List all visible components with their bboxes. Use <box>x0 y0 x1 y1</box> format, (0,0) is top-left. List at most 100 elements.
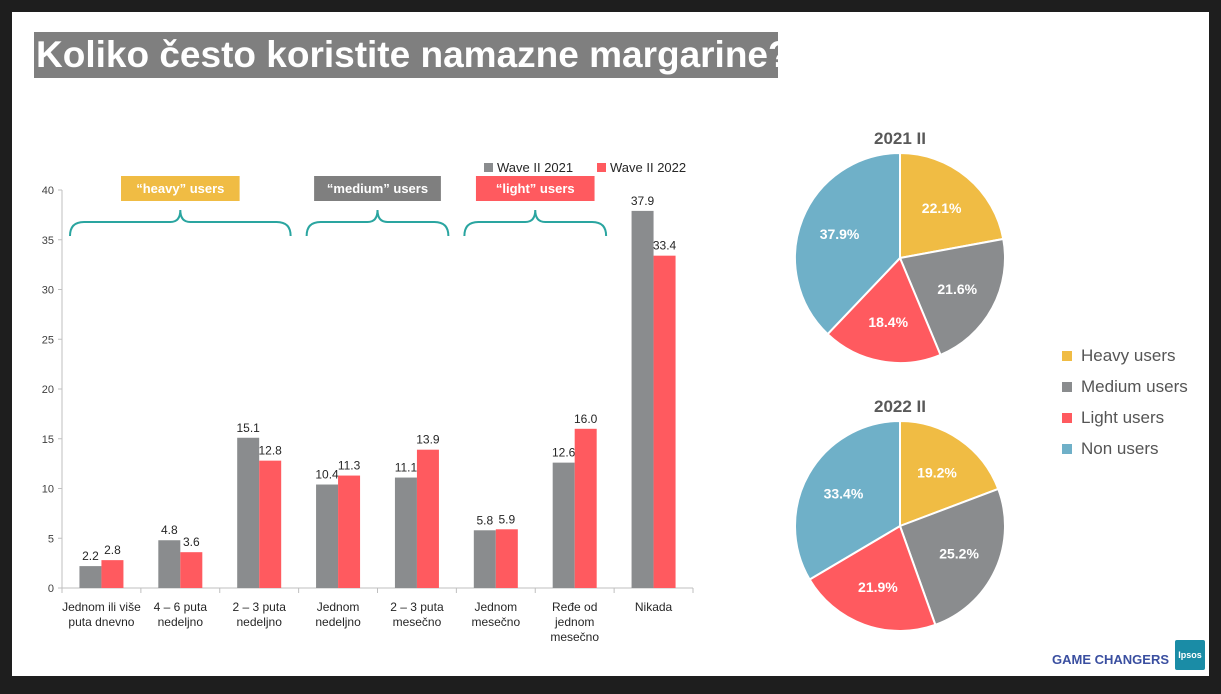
y-tick-label: 0 <box>48 583 54 595</box>
data-label: 11.1 <box>395 461 418 475</box>
bar-2022 <box>180 552 203 588</box>
group-badge-bg <box>475 176 595 201</box>
legend-item-heavy: Heavy users <box>1062 340 1188 371</box>
pie-slice <box>899 151 1005 260</box>
pie-data-label: 22.1% <box>922 200 962 216</box>
pie-slice <box>899 419 1000 528</box>
legend-item-non: Non users <box>1062 433 1188 464</box>
data-label: 12.8 <box>259 444 283 458</box>
x-tick-label-line: nedeljno <box>237 615 283 629</box>
x-tick-label-line: Ređe od <box>552 600 597 614</box>
legend-item-light: Light users <box>1062 402 1188 433</box>
y-tick-label: 10 <box>42 484 54 496</box>
series-legend-label: Wave II 2021 <box>497 160 573 175</box>
legend-item-medium: Medium users <box>1062 371 1188 402</box>
data-label: 4.8 <box>161 523 178 537</box>
data-label: 3.6 <box>183 535 200 549</box>
bar-2021 <box>394 477 417 588</box>
group-bracket <box>305 209 450 237</box>
data-label: 2.2 <box>82 549 99 563</box>
pie-data-label: 37.9% <box>820 226 860 242</box>
x-tick-label-line: Jednom <box>474 600 517 614</box>
x-tick-label-line: 4 – 6 puta <box>154 600 208 614</box>
y-tick-label: 15 <box>42 434 54 446</box>
bar-2022 <box>416 449 439 588</box>
series-legend-swatch <box>597 163 606 172</box>
pie-slice <box>794 419 901 581</box>
bar-2021 <box>237 437 260 588</box>
legend-swatch-light <box>1062 412 1072 423</box>
group-badge-bg <box>121 176 240 201</box>
pie-data-label: 25.2% <box>939 545 979 561</box>
data-label: 16.0 <box>574 412 598 426</box>
legend-swatch-heavy <box>1062 350 1072 361</box>
y-tick-label: 35 <box>42 235 54 247</box>
x-tick-label: Jednom nedeljno <box>315 600 361 629</box>
x-tick-label-line: jednom <box>554 615 594 629</box>
data-label: 5.9 <box>498 512 515 526</box>
legend-label-non: Non users <box>1081 438 1159 458</box>
x-tick-label-line: 2 – 3 puta <box>232 600 286 614</box>
data-label: 5.8 <box>476 513 493 527</box>
data-label: 10.4 <box>315 468 339 482</box>
series-legend-label: Wave II 2022 <box>610 160 686 175</box>
pie-data-label: 21.9% <box>858 579 898 595</box>
x-tick-label: Nikada <box>635 600 673 614</box>
x-tick-label: 2 – 3 puta mesečno <box>390 600 444 629</box>
x-tick-label: 4 – 6 puta nedeljno <box>154 600 208 629</box>
brand-text: GAME CHANGERS <box>1052 652 1170 667</box>
y-tick-label: 5 <box>48 533 54 545</box>
pie-chart-2021: 2021 II 22.1% 21.6% 18.4% 37.9% <box>794 129 1006 364</box>
bar-2021 <box>79 566 102 588</box>
bar-2021 <box>158 540 181 588</box>
bar-2021 <box>473 530 496 588</box>
data-label: 15.1 <box>237 421 261 435</box>
x-tick-label-line: Jednom ili više <box>62 600 141 614</box>
x-tick-label-line: Jednom <box>317 600 360 614</box>
pie-slice <box>794 151 901 336</box>
y-tick-label: 40 <box>42 185 54 197</box>
pie-data-label: 21.6% <box>937 281 977 297</box>
bar-2021 <box>316 484 339 588</box>
x-tick-label: Jednom ili više puta dnevno <box>62 600 141 629</box>
x-tick-label: 2 – 3 puta nedeljno <box>232 600 286 629</box>
pie-slice <box>826 256 942 364</box>
pie-title: 2022 II <box>874 397 926 416</box>
group-bracket <box>463 209 608 237</box>
pie-data-label: 33.4% <box>824 486 864 502</box>
data-label: 2.8 <box>104 543 121 557</box>
pie-slice <box>898 237 1006 357</box>
legend-label-heavy: Heavy users <box>1081 345 1176 365</box>
pie-title: 2021 II <box>874 129 926 148</box>
legend-swatch-non <box>1062 443 1072 454</box>
bar-2022 <box>338 475 361 588</box>
data-label: 37.9 <box>631 194 655 208</box>
legend-label-medium: Medium users <box>1081 376 1188 396</box>
x-tick-label: Ređe od jednom mesečno <box>550 600 599 642</box>
legend-swatch-medium <box>1062 381 1072 392</box>
bar-2022 <box>259 460 282 588</box>
x-tick-label-line: mesečno <box>550 630 599 642</box>
pie-slice <box>808 524 937 632</box>
x-tick-label-line: Nikada <box>635 600 673 614</box>
x-tick-label-line: puta dnevno <box>68 615 134 629</box>
y-tick-label: 25 <box>42 334 54 346</box>
bar-2022 <box>101 560 124 588</box>
bar-2022 <box>653 255 676 589</box>
data-label: 13.9 <box>416 433 440 447</box>
x-tick-label-line: mesečno <box>471 615 520 629</box>
x-tick-label-line: mesečno <box>393 615 442 629</box>
group-badge-bg <box>314 176 441 201</box>
x-tick-label-line: nedeljno <box>315 615 361 629</box>
legend-label-light: Light users <box>1081 407 1165 427</box>
group-badge-label: “heavy” users <box>136 181 224 196</box>
bar-2021 <box>631 210 654 588</box>
data-label: 11.3 <box>338 459 361 473</box>
data-label: 33.4 <box>653 239 677 253</box>
group-bracket <box>69 209 292 237</box>
slide: Koliko često koristite namazne margarine… <box>12 12 1209 676</box>
bar-chart: 0 5 10 15 20 25 30 35 40 Jednom ili više puta dnev… <box>42 160 694 642</box>
group-badge-label: “medium” users <box>327 181 428 196</box>
ipsos-logo: Ipsos <box>1175 640 1205 670</box>
pie-data-label: 18.4% <box>868 314 908 330</box>
